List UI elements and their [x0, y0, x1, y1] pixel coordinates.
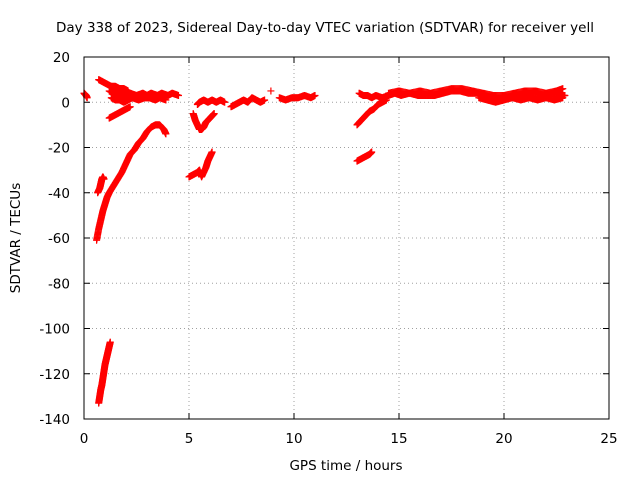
y-tick-label: -120	[39, 367, 70, 383]
x-tick-label: 5	[185, 431, 194, 447]
y-tick-labels: -140 -120 -100 -80 -60 -40 -20 0 20	[39, 50, 70, 428]
x-tick-label: 25	[600, 431, 617, 447]
data-point	[208, 148, 216, 156]
data-point	[221, 98, 229, 106]
data-point	[311, 91, 319, 99]
data-point	[210, 110, 218, 118]
data-point	[559, 94, 567, 102]
data-point	[162, 130, 170, 138]
x-tick-label: 0	[80, 431, 89, 447]
axis-ticks	[83, 56, 610, 420]
data-point	[83, 94, 91, 102]
y-tick-label: -140	[39, 412, 70, 428]
data-point	[175, 91, 182, 99]
x-tick-labels: 0 5 10 15 20 25	[80, 431, 618, 447]
data-point	[368, 148, 376, 156]
chart-title: Day 338 of 2023, Sidereal Day-to-day VTE…	[56, 20, 594, 36]
data-point	[267, 87, 275, 95]
data-point	[126, 103, 134, 111]
y-tick-label: -20	[48, 141, 70, 157]
y-tick-label: -40	[48, 186, 70, 202]
plot-frame	[83, 56, 610, 420]
data-point	[261, 96, 269, 104]
x-axis-label: GPS time / hours	[289, 458, 402, 474]
y-tick-label: -80	[48, 276, 70, 292]
x-tick-label: 15	[390, 431, 407, 447]
y-tick-label: -60	[48, 231, 70, 247]
data-point	[106, 338, 114, 346]
data-point	[162, 96, 170, 104]
data-point	[100, 175, 108, 183]
y-tick-label: 20	[53, 50, 70, 66]
y-tick-label: 0	[61, 95, 70, 111]
y-tick-label: -100	[39, 322, 70, 338]
data-points	[80, 76, 569, 407]
grid-lines	[84, 57, 609, 419]
x-tick-label: 20	[495, 431, 512, 447]
data-point	[559, 85, 567, 93]
x-tick-label: 10	[285, 431, 302, 447]
y-axis-label: SDTVAR / TECUs	[8, 183, 24, 293]
